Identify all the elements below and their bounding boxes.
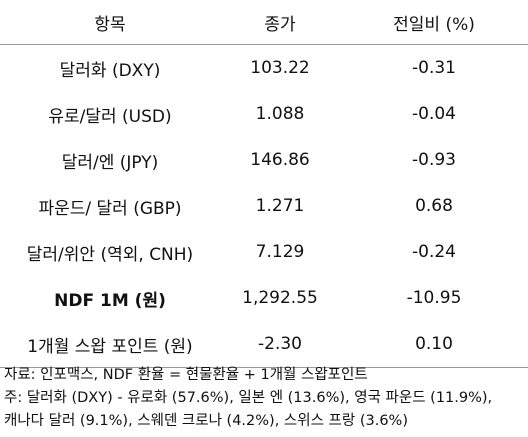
weight-note-line-1: 주: 달러화 (DXY) - 유로화 (57.6%), 일본 엔 (13.6%)… — [4, 390, 493, 406]
row-close: 1.088 — [255, 104, 305, 124]
row-close: 7.129 — [255, 242, 305, 262]
source-note: 자료: 인포맥스, NDF 환율 = 현물환율 + 1개월 스왑포인트 — [4, 367, 368, 383]
row-change: -0.24 — [412, 242, 456, 262]
table-row: NDF 1M (원) 1,292.55 -10.95 — [0, 275, 528, 321]
table-row: 달러/위안 (역외, CNH) 7.129 -0.24 — [0, 229, 528, 275]
row-label: 달러/위안 (역외, CNH) — [26, 244, 194, 265]
row-close: 146.86 — [250, 150, 310, 170]
row-change: -0.31 — [412, 58, 456, 78]
row-label: 달러화 (DXY) — [59, 60, 161, 81]
table-footnotes: 자료: 인포맥스, NDF 환율 = 현물환율 + 1개월 스왑포인트 주: 달… — [4, 364, 526, 433]
fx-rates-table: 항목 종가 전일비 (%) 달러화 (DXY) 103.22 -0.31 유로/… — [0, 0, 528, 368]
header-change: 전일비 (%) — [393, 14, 475, 35]
row-label: 파운드/ 달러 (GBP) — [38, 198, 182, 219]
row-change: -10.95 — [406, 288, 462, 308]
row-change: -0.93 — [412, 150, 456, 170]
row-label: 달러/엔 (JPY) — [61, 152, 159, 173]
table-row: 1개월 스왑 포인트 (원) -2.30 0.10 — [0, 321, 528, 368]
table-row: 달러화 (DXY) 103.22 -0.31 — [0, 45, 528, 92]
row-change: 0.68 — [415, 196, 453, 216]
table-body: 달러화 (DXY) 103.22 -0.31 유로/달러 (USD) 1.088… — [0, 45, 528, 368]
row-close: 1.271 — [255, 196, 305, 216]
table-row: 달러/엔 (JPY) 146.86 -0.93 — [0, 137, 528, 183]
row-label: NDF 1M (원) — [54, 290, 166, 311]
header-close: 종가 — [264, 14, 296, 35]
weight-note-line-2: 캐나다 달러 (9.1%), 스웨덴 크로나 (4.2%), 스위스 프랑 (3… — [4, 413, 408, 429]
row-label: 1개월 스왑 포인트 (원) — [27, 336, 193, 357]
header-row: 항목 종가 전일비 (%) — [0, 0, 528, 45]
row-change: -0.04 — [412, 104, 456, 124]
row-change: 0.10 — [415, 334, 453, 354]
row-close: 1,292.55 — [242, 288, 318, 308]
table-row: 유로/달러 (USD) 1.088 -0.04 — [0, 91, 528, 137]
table-row: 파운드/ 달러 (GBP) 1.271 0.68 — [0, 183, 528, 229]
row-close: 103.22 — [250, 58, 310, 78]
row-close: -2.30 — [258, 334, 302, 354]
row-label: 유로/달러 (USD) — [48, 106, 172, 127]
header-item: 항목 — [94, 14, 126, 35]
table-header: 항목 종가 전일비 (%) — [0, 0, 528, 45]
